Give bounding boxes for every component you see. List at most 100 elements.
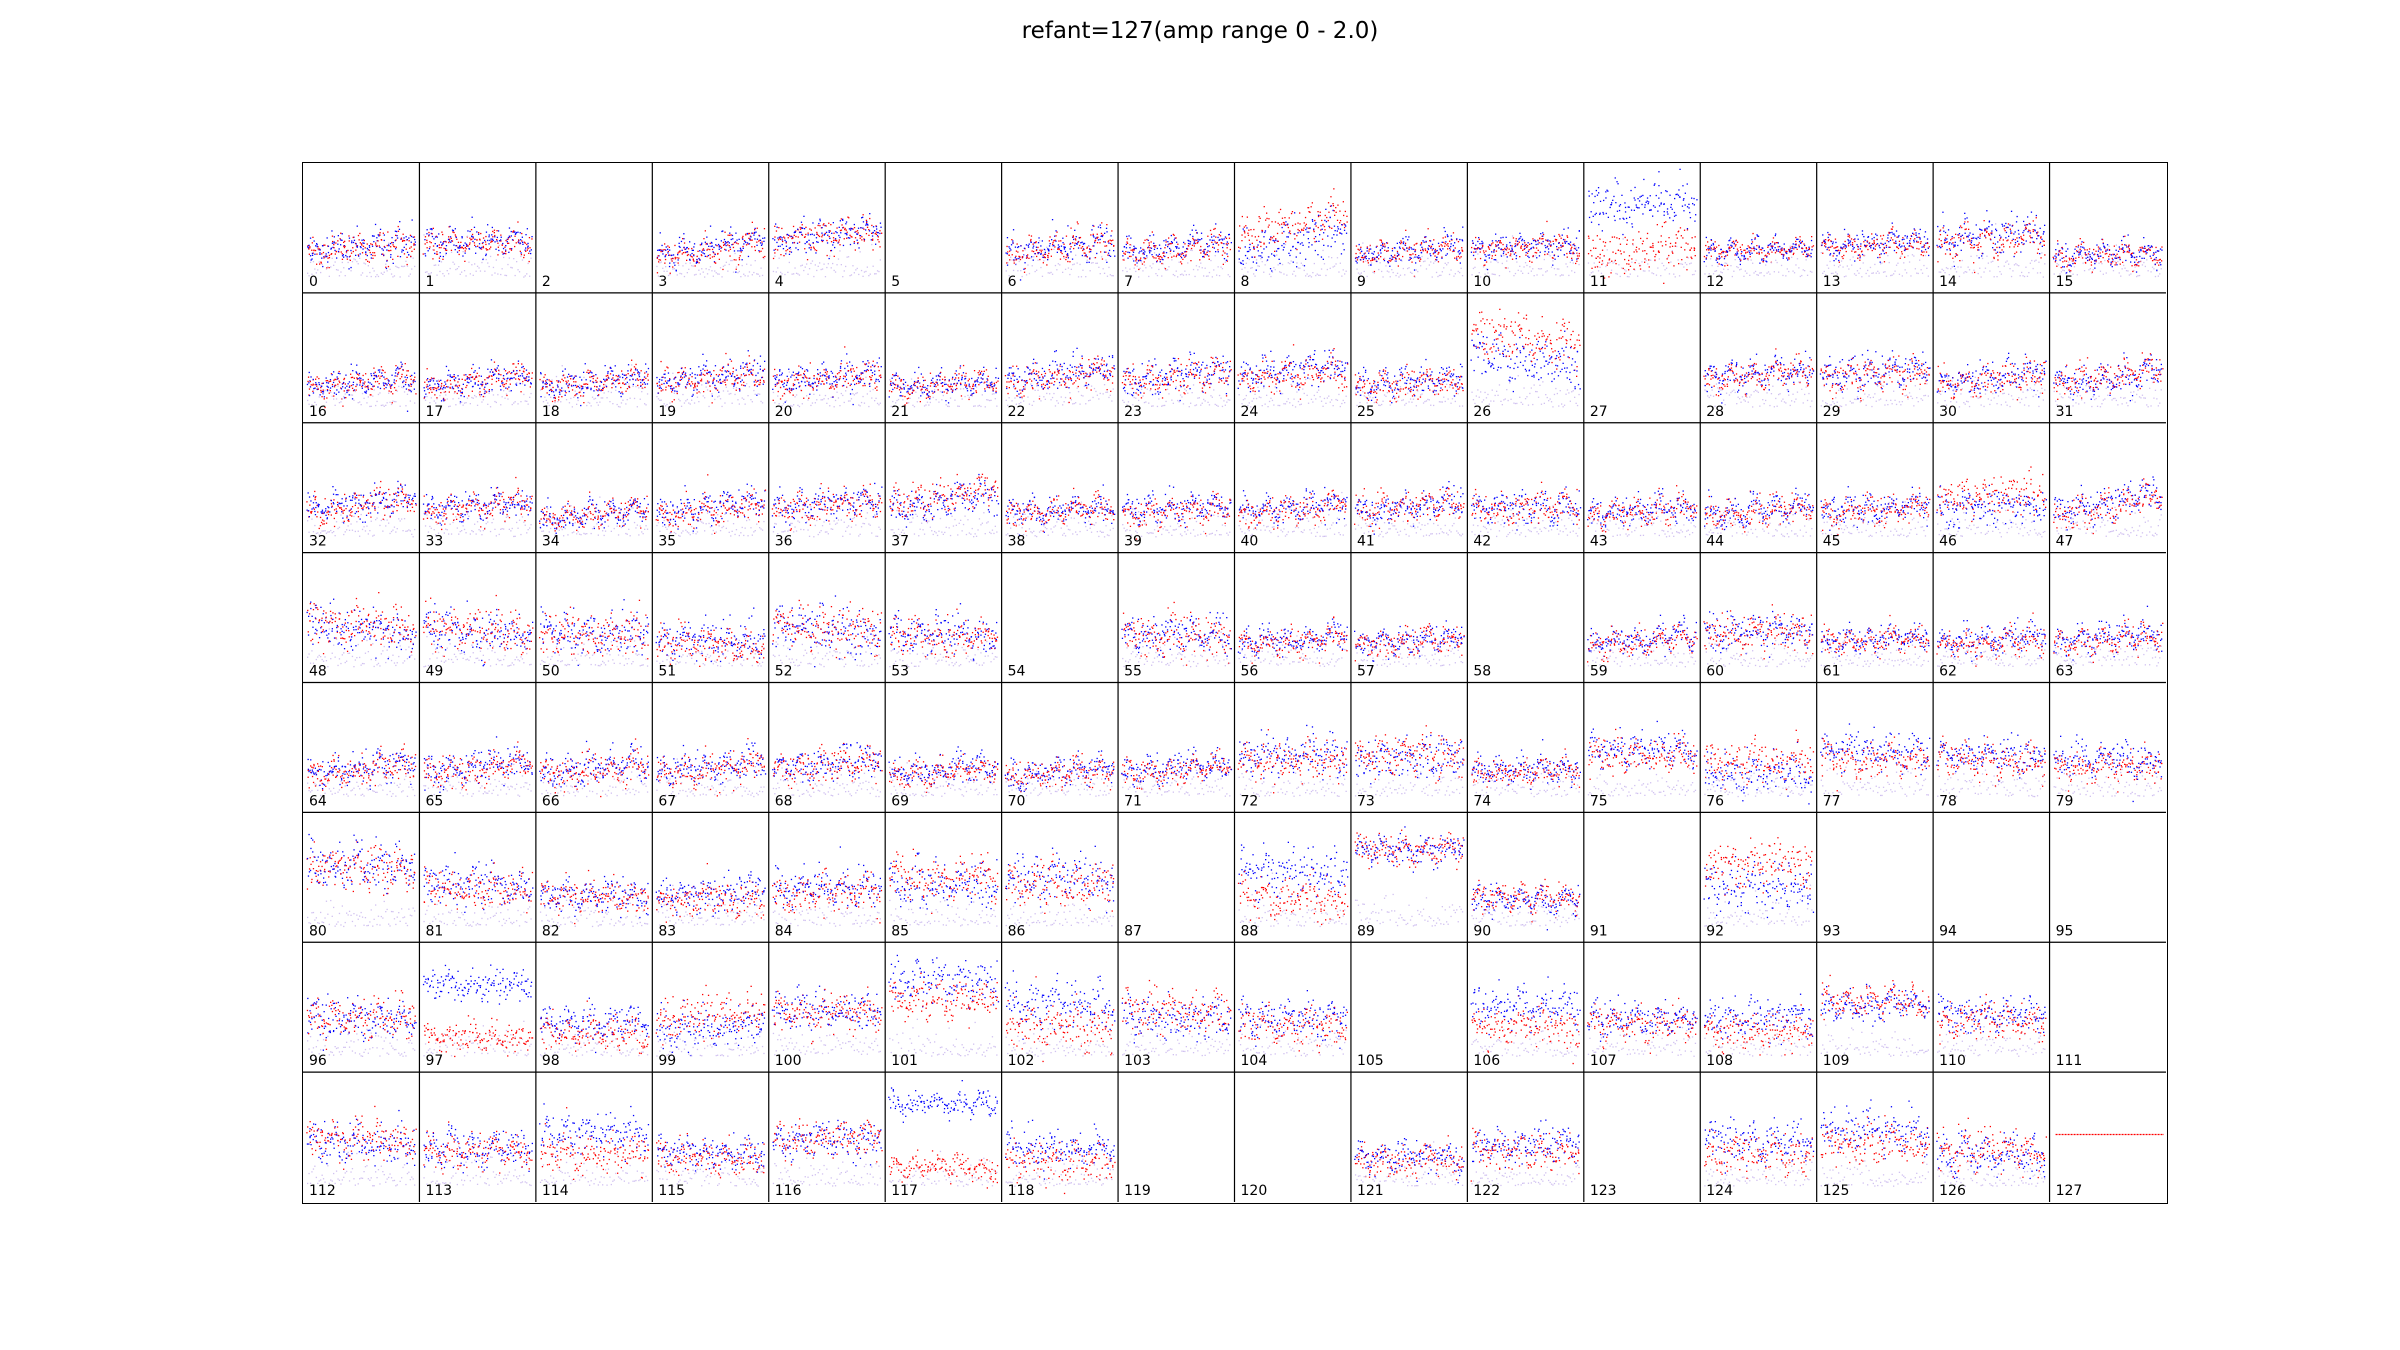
scatter-point (1067, 225, 1069, 227)
scatter-point (2055, 256, 2057, 258)
scatter-point (779, 238, 782, 240)
scatter-point (1558, 268, 1560, 270)
scatter-point (879, 222, 882, 224)
scatter-point (519, 250, 521, 252)
scatter-point (1390, 254, 1392, 257)
scatter-point (1988, 233, 1990, 235)
scatter-point (807, 232, 809, 234)
scatter-point (382, 253, 384, 255)
scatter-point (485, 258, 487, 261)
scatter-point (1096, 252, 1098, 255)
scatter-point (356, 246, 358, 248)
scatter-point (2028, 272, 2030, 274)
scatter-point (790, 251, 793, 253)
scatter-point (1010, 249, 1012, 251)
scatter-point (1283, 223, 1285, 226)
scatter-point (656, 257, 658, 259)
scatter-point (1101, 258, 1104, 260)
scatter-point (1329, 216, 1331, 219)
scatter-point (872, 238, 874, 240)
scatter-point (1984, 235, 1986, 237)
scatter-point (1360, 246, 1362, 248)
scatter-point (1731, 242, 1733, 244)
scatter-point (1551, 257, 1554, 259)
scatter-point (375, 244, 377, 246)
scatter-point (743, 240, 746, 242)
scatter-point (692, 265, 694, 267)
scatter-point (396, 266, 398, 268)
scatter-point (1248, 250, 1250, 253)
scatter-point (1099, 273, 1101, 275)
scatter-point (424, 243, 426, 245)
scatter-point (328, 254, 331, 257)
scatter-point (1339, 232, 1342, 234)
scatter-point (1723, 251, 1725, 253)
scatter-point (1271, 271, 1274, 273)
scatter-point (1652, 205, 1655, 207)
scatter-point (729, 234, 731, 236)
scatter-point (1795, 236, 1797, 239)
scatter-point (1132, 248, 1134, 251)
scatter-point (1608, 262, 1610, 264)
scatter-point (1669, 217, 1671, 219)
scatter-point (658, 249, 661, 251)
scatter-point (732, 246, 735, 249)
scatter-point (1268, 273, 1271, 275)
scatter-point (1794, 243, 1796, 246)
scatter-point (327, 266, 329, 268)
scatter-point (462, 255, 464, 257)
scatter-point (2042, 240, 2044, 242)
scatter-point (2078, 256, 2080, 258)
scatter-point (1482, 244, 1484, 246)
scatter-point (377, 234, 379, 236)
scatter-point (1610, 272, 1612, 274)
scatter-point (1588, 195, 1590, 197)
scatter-point (1481, 247, 1483, 249)
scatter-point (1923, 236, 1926, 238)
scatter-point (1314, 219, 1316, 222)
scatter-point (357, 254, 359, 256)
scatter-point (1408, 248, 1410, 251)
scatter-point (1143, 261, 1145, 263)
scatter-point (792, 236, 794, 238)
scatter-point (1680, 246, 1682, 248)
scatter-point (448, 236, 450, 238)
scatter-point (468, 261, 470, 263)
scatter-point (674, 264, 676, 266)
scatter-point (1033, 256, 1035, 258)
scatter-point (1919, 237, 1921, 239)
scatter-point (2003, 225, 2006, 227)
scatter-point (464, 260, 466, 262)
scatter-point (1134, 264, 1136, 266)
scatter-point (720, 247, 722, 249)
scatter-point (1488, 254, 1491, 256)
scatter-point (1557, 255, 1559, 257)
scatter-point (1456, 256, 1458, 258)
scatter-point (1033, 250, 1035, 253)
panel-label: 10 (1473, 274, 1491, 290)
scatter-point (1400, 259, 1402, 261)
scatter-point (316, 243, 318, 245)
scatter-point (1996, 276, 1998, 278)
scatter-point (384, 246, 386, 249)
scatter-point (1599, 253, 1601, 256)
scatter-point (1333, 210, 1335, 212)
scatter-point (1181, 263, 1183, 265)
scatter-point (1523, 240, 1525, 242)
scatter-point (656, 265, 658, 268)
scatter-point (852, 228, 854, 230)
scatter-point (1037, 252, 1039, 255)
scatter-point (1334, 241, 1336, 243)
scatter-point (436, 236, 438, 238)
scatter-point (741, 259, 743, 261)
scatter-point (1857, 254, 1859, 256)
scatter-point (1619, 218, 1621, 220)
scatter-point (1400, 242, 1402, 245)
scatter-point (1616, 273, 1618, 275)
scatter-point (1332, 205, 1335, 207)
scatter-point (1922, 254, 1924, 257)
scatter-point (796, 242, 799, 244)
scatter-point (455, 245, 457, 247)
scatter-point (1425, 268, 1428, 270)
scatter-point (1968, 239, 1971, 241)
